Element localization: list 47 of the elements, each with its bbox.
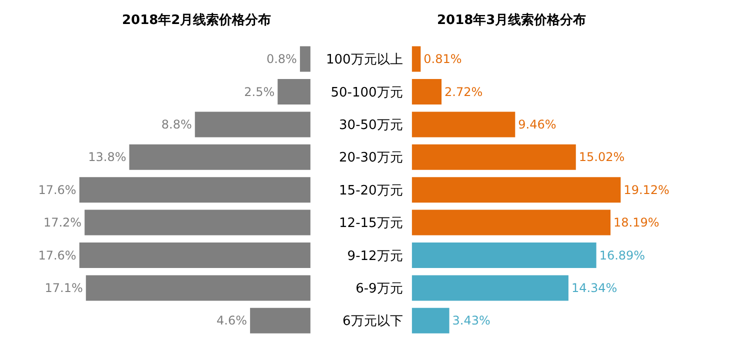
bar xyxy=(412,242,596,268)
bar xyxy=(250,308,310,334)
data-label: 2.72% xyxy=(444,84,483,99)
bar xyxy=(79,242,310,268)
data-label: 3.43% xyxy=(452,314,490,328)
bar xyxy=(412,112,516,138)
data-label: 0.81% xyxy=(424,52,462,66)
bar xyxy=(84,210,310,236)
data-label: 16.89% xyxy=(599,248,646,262)
data-label: 8.8% xyxy=(161,117,192,132)
y-tick-label: 12-15万元 xyxy=(339,216,403,232)
bar xyxy=(412,210,611,236)
data-label: 17.2% xyxy=(43,216,82,230)
data-label: 2.5% xyxy=(244,84,275,99)
bar xyxy=(412,79,442,104)
y-tick-label: 30-50万元 xyxy=(339,118,403,133)
y-tick-label: 9-12万元 xyxy=(347,248,403,264)
chart-title: 2018年3月线索价格分布 xyxy=(437,12,586,28)
bar xyxy=(86,275,310,301)
bar xyxy=(412,275,568,301)
bar xyxy=(129,144,310,170)
data-label: 4.6% xyxy=(216,314,248,328)
chart-title: 2018年2月线索价格分布 xyxy=(122,12,272,28)
data-label: 13.8% xyxy=(88,150,126,164)
bar xyxy=(412,144,576,170)
y-tick-label: 15-20万元 xyxy=(339,183,403,198)
bar xyxy=(300,46,310,72)
data-label: 0.8% xyxy=(266,52,297,66)
bar xyxy=(194,112,310,138)
data-label: 17.1% xyxy=(44,280,83,295)
data-label: 17.6% xyxy=(38,182,76,197)
y-tick-label: 50-100万元 xyxy=(330,85,403,100)
bar xyxy=(412,308,450,334)
data-label: 17.6% xyxy=(38,248,76,262)
data-label: 15.02% xyxy=(578,150,625,164)
y-tick-label: 6-9万元 xyxy=(356,282,403,296)
bar xyxy=(278,79,310,104)
data-label: 9.46% xyxy=(518,117,556,132)
bar xyxy=(79,177,310,203)
data-label: 19.12% xyxy=(624,182,670,197)
y-tick-label: 20-30万元 xyxy=(339,150,403,166)
y-tick-label: 100万元以上 xyxy=(326,52,403,68)
data-label: 18.19% xyxy=(614,216,660,230)
y-tick-label: 6万元以下 xyxy=(342,314,403,330)
bar xyxy=(412,177,621,203)
bar xyxy=(412,46,421,72)
data-label: 14.34% xyxy=(571,280,618,295)
